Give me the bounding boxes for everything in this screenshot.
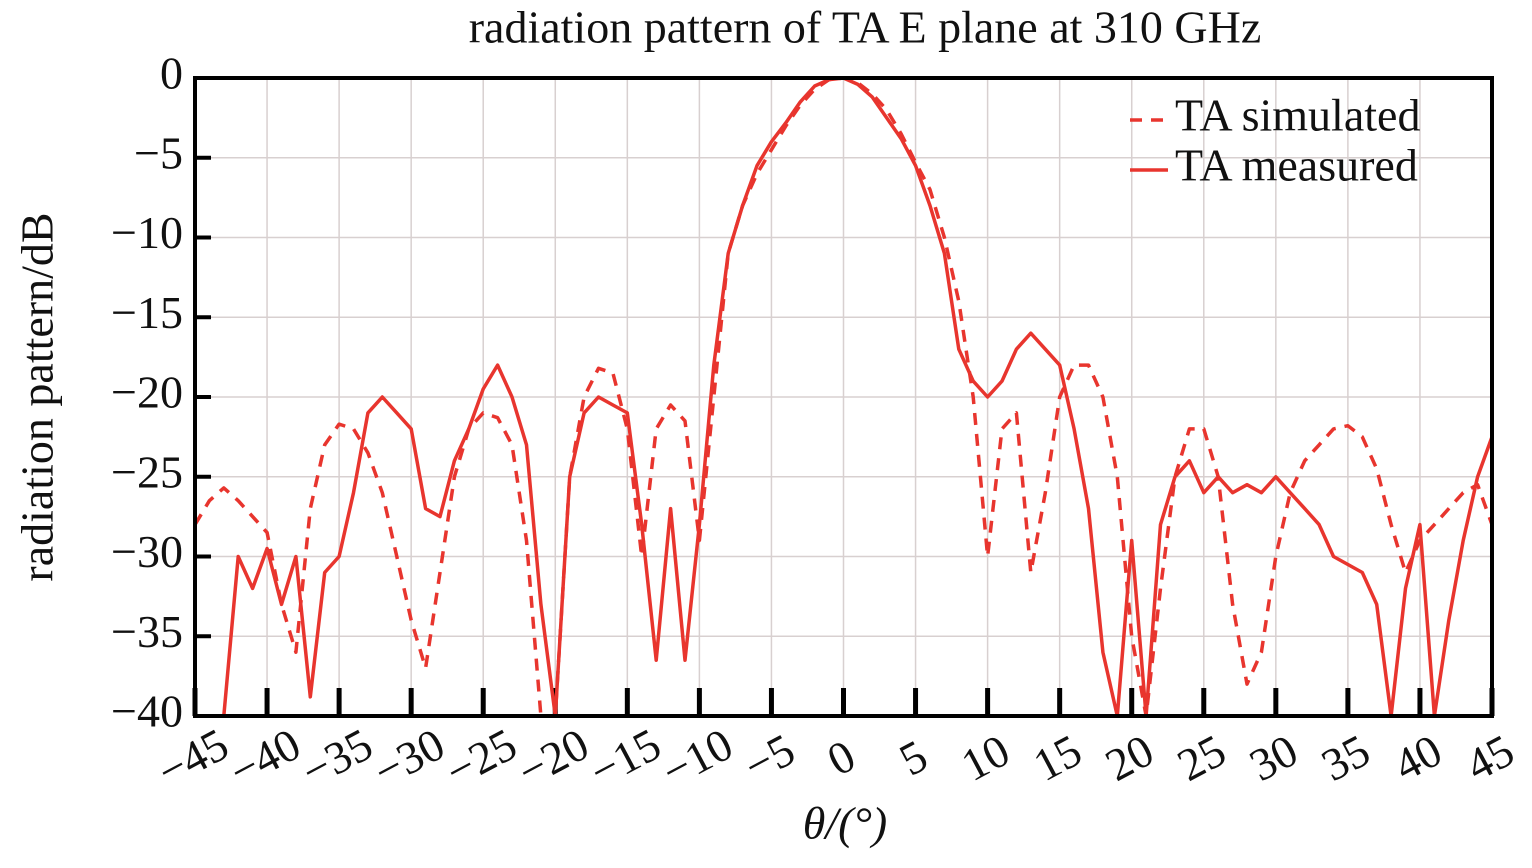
x-tick-label: 20: [1097, 724, 1162, 791]
x-tick-label: 15: [1025, 724, 1090, 791]
x-tick-label: −5: [736, 724, 803, 792]
y-tick-label: −30: [111, 526, 183, 577]
x-tick-label: 10: [953, 724, 1018, 791]
legend-label: TA simulated: [1175, 90, 1420, 141]
series-line: [222, 76, 1494, 718]
x-tick-label: 30: [1241, 724, 1306, 791]
y-axis-label: radiation pattern/dB: [12, 212, 63, 581]
x-tick-label: 35: [1313, 724, 1378, 791]
y-tick-label: −5: [134, 127, 183, 178]
x-axis-label: θ/(°): [803, 798, 887, 849]
y-tick-label: −40: [111, 686, 183, 737]
y-tick-label: 0: [160, 48, 183, 99]
x-tick-label: 25: [1169, 724, 1234, 791]
y-tick-label: −25: [111, 446, 183, 497]
y-tick-label: −15: [111, 287, 183, 338]
x-tick-label: 0: [819, 730, 863, 786]
y-tick-label: −35: [111, 606, 183, 657]
plot-frame: [193, 76, 1494, 718]
x-tick-label: 40: [1385, 724, 1450, 791]
x-tick-label: −10: [653, 718, 740, 797]
y-tick-label: −20: [111, 367, 183, 418]
x-tick-label: 45: [1457, 724, 1522, 791]
x-tick-label: 5: [891, 730, 935, 786]
legend-label: TA measured: [1175, 140, 1418, 191]
chart-title: radiation pattern of TA E plane at 310 G…: [469, 2, 1262, 53]
y-tick-label: −10: [111, 207, 183, 258]
